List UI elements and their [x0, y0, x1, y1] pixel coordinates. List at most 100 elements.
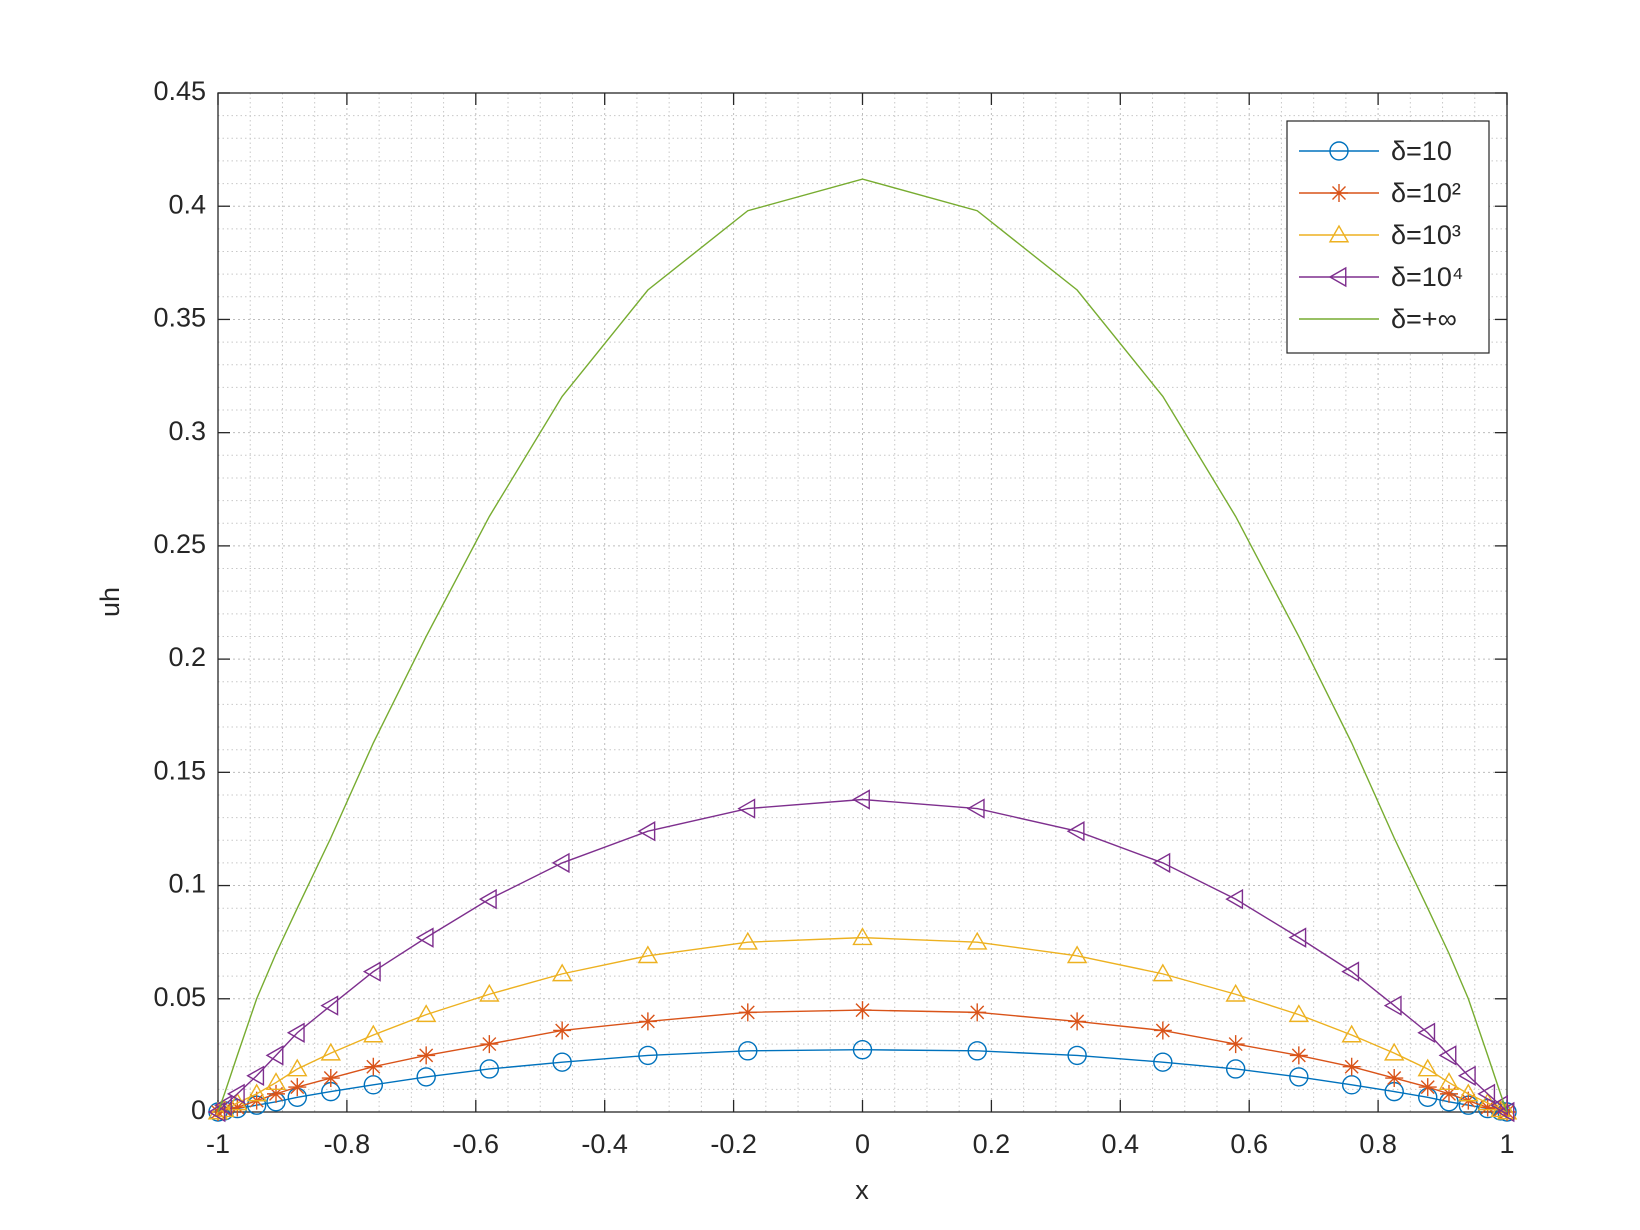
marker: [1383, 995, 1402, 1016]
x-tick-label: 0.4: [1102, 1129, 1140, 1159]
legend-label: δ=10⁴: [1391, 262, 1463, 292]
x-tick-label: 0.2: [973, 1129, 1011, 1159]
marker: [1438, 1072, 1460, 1091]
y-tick-label: 0.45: [153, 76, 206, 106]
y-tick-label: 0.25: [153, 529, 206, 559]
marker: [737, 798, 756, 819]
marker: [1289, 1067, 1309, 1087]
marker: [1478, 1098, 1497, 1117]
marker: [478, 888, 497, 910]
marker: [1438, 1045, 1457, 1066]
marker: [226, 1083, 245, 1105]
marker: [364, 1057, 383, 1076]
marker: [286, 1022, 305, 1043]
y-tick-label: 0.15: [153, 755, 206, 785]
marker: [267, 1084, 286, 1103]
marker: [553, 1021, 572, 1040]
marker: [1385, 1069, 1404, 1088]
marker: [480, 1035, 499, 1054]
marker: [1330, 184, 1348, 202]
marker: [852, 1040, 873, 1060]
marker: [416, 1067, 436, 1087]
marker: [265, 1045, 284, 1066]
marker: [1457, 1065, 1476, 1086]
series-line: [217, 936, 1508, 1113]
marker: [1329, 141, 1349, 161]
y-tick-label: 0.05: [153, 982, 206, 1012]
legend-label: δ=+∞: [1391, 304, 1457, 334]
marker: [320, 1042, 341, 1061]
marker: [1417, 1058, 1438, 1077]
marker: [415, 1004, 437, 1023]
marker: [320, 995, 339, 1016]
x-tick-label: -0.8: [324, 1129, 371, 1159]
marker: [479, 1059, 500, 1079]
legend-label: δ=10: [1391, 136, 1452, 166]
legend-label: δ=10³: [1391, 220, 1461, 250]
marker: [1225, 983, 1246, 1002]
marker: [1289, 1046, 1308, 1065]
marker: [362, 961, 381, 982]
marker: [967, 1041, 987, 1061]
marker: [1477, 1083, 1496, 1105]
marker: [1152, 852, 1171, 874]
x-tick-label: 0.6: [1230, 1129, 1268, 1159]
marker: [852, 789, 870, 810]
marker: [1066, 945, 1088, 964]
x-tick-label: -0.4: [581, 1129, 628, 1159]
y-tick-label: 0: [191, 1095, 206, 1125]
marker: [966, 798, 985, 819]
marker: [1458, 1083, 1479, 1102]
marker: [288, 1078, 307, 1097]
marker: [214, 1095, 232, 1116]
marker: [246, 1065, 265, 1086]
marker: [246, 1083, 267, 1102]
marker: [967, 931, 988, 950]
marker: [287, 1058, 308, 1077]
y-axis-label: uh: [95, 587, 125, 617]
marker: [207, 1101, 229, 1120]
marker: [968, 1003, 987, 1022]
marker: [321, 1069, 340, 1088]
marker: [1068, 1012, 1087, 1031]
marker: [415, 927, 434, 948]
marker: [207, 1101, 226, 1123]
marker: [1152, 963, 1174, 982]
marker: [552, 1052, 572, 1072]
series-line: [217, 178, 1508, 1113]
marker: [1328, 224, 1350, 243]
marker: [1153, 1021, 1172, 1040]
marker: [1225, 1059, 1246, 1079]
marker: [1384, 1042, 1405, 1061]
x-tick-label: 1: [1499, 1129, 1514, 1159]
marker: [1341, 1024, 1362, 1043]
y-tick-label: 0.3: [168, 416, 206, 446]
y-tick-label: 0.35: [153, 303, 206, 333]
marker: [1066, 821, 1085, 842]
x-tick-label: -1: [206, 1129, 230, 1159]
marker: [1341, 961, 1360, 982]
marker: [1225, 888, 1244, 910]
y-tick-label: 0.1: [168, 869, 206, 899]
plot-frame: [217, 92, 1508, 1113]
marker: [1439, 1084, 1458, 1103]
legend-label: δ=10²: [1391, 178, 1461, 208]
marker: [638, 1045, 658, 1066]
marker: [852, 927, 873, 946]
marker: [228, 1098, 247, 1117]
marker: [1067, 1045, 1087, 1066]
x-tick-label: 0.8: [1359, 1129, 1397, 1159]
marker: [738, 1003, 757, 1022]
marker: [738, 1041, 758, 1061]
marker: [1288, 1004, 1310, 1023]
y-tick-label: 0.4: [168, 189, 206, 219]
marker: [1288, 927, 1307, 948]
marker: [1417, 1022, 1436, 1043]
marker: [1418, 1078, 1437, 1097]
marker: [363, 1075, 384, 1095]
x-tick-label: 0: [855, 1129, 870, 1159]
x-tick-label: -0.2: [710, 1129, 757, 1159]
series-line: [217, 1049, 1508, 1113]
